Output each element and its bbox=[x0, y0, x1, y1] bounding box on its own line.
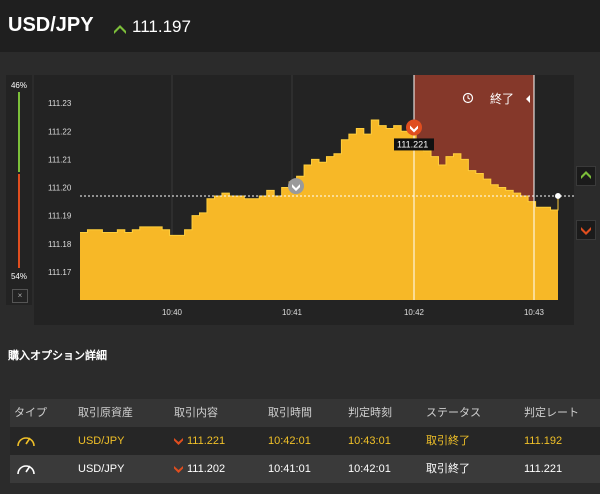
high-percentage: 46% bbox=[10, 81, 27, 90]
chevron-left-icon[interactable] bbox=[526, 95, 530, 103]
judge-time: 10:43:01 bbox=[348, 435, 391, 447]
down-arrow-icon bbox=[174, 466, 183, 474]
up-arrow-icon bbox=[114, 25, 126, 34]
entry: 111.221 bbox=[174, 427, 225, 455]
trade-time: 10:42:01 bbox=[268, 435, 311, 447]
gauge-icon bbox=[16, 455, 36, 494]
y-axis-ticks: 111.17 111.18 111.19 111.20 111.21 111.22 111.… bbox=[48, 99, 72, 277]
header-entry: 取引内容 bbox=[174, 407, 218, 419]
high-button[interactable] bbox=[576, 166, 596, 186]
y-tick-label: 111.22 bbox=[48, 127, 72, 136]
x-axis-ticks: 10:40 10:41 10:42 10:43 bbox=[162, 308, 545, 317]
table-header: タイプ 取引原資産 取引内容 取引時間 判定時刻 ステータス 判定レート bbox=[10, 399, 600, 427]
trade-time: 10:41:01 bbox=[268, 463, 311, 475]
low-button[interactable] bbox=[576, 220, 596, 240]
down-arrow-icon bbox=[581, 227, 591, 235]
up-arrow-icon bbox=[581, 171, 591, 179]
header-judge-rate: 判定レート bbox=[524, 407, 579, 419]
entry-rate: 111.202 bbox=[187, 463, 226, 475]
header-status: ステータス bbox=[426, 407, 481, 419]
down-marker-icon bbox=[288, 178, 304, 195]
status: 取引終了 bbox=[426, 435, 470, 447]
y-tick-label: 111.18 bbox=[48, 240, 72, 249]
clock-history-icon bbox=[462, 92, 474, 104]
close-button[interactable]: × bbox=[12, 289, 28, 303]
judge-time: 10:42:01 bbox=[348, 463, 391, 475]
header-bar: USD/JPY 111.197 bbox=[0, 0, 600, 52]
judge-rate: 111.192 bbox=[524, 435, 563, 447]
header-type: タイプ bbox=[14, 407, 47, 419]
low-sentiment-bar bbox=[18, 174, 20, 268]
asset: USD/JPY bbox=[78, 435, 125, 447]
gauge-icon bbox=[16, 427, 36, 466]
current-rate: 111.197 bbox=[132, 17, 191, 36]
header-asset: 取引原資産 bbox=[78, 407, 133, 419]
x-tick-label: 10:43 bbox=[524, 308, 545, 317]
y-tick-label: 111.21 bbox=[48, 155, 72, 164]
price-chart: 111.17 111.18 111.19 111.20 111.21 111.22 111.… bbox=[34, 75, 574, 325]
entry: 111.202 bbox=[174, 455, 225, 483]
judge-rate: 111.221 bbox=[524, 463, 563, 475]
down-arrow-icon bbox=[174, 438, 183, 446]
y-tick-label: 111.17 bbox=[48, 268, 72, 277]
asset: USD/JPY bbox=[78, 463, 125, 475]
down-marker-icon bbox=[406, 119, 422, 136]
table-row[interactable]: USD/JPY 111.221 10:42:01 10:43:01 取引終了 1… bbox=[10, 427, 600, 455]
status: 取引終了 bbox=[426, 463, 470, 475]
entry-rate: 111.221 bbox=[187, 435, 226, 447]
x-tick-label: 10:42 bbox=[404, 308, 425, 317]
header-time: 取引時間 bbox=[268, 407, 312, 419]
low-percentage: 54% bbox=[10, 272, 27, 281]
x-tick-label: 10:40 bbox=[162, 308, 183, 317]
header-judge-time: 判定時刻 bbox=[348, 407, 392, 419]
pair-title: USD/JPY bbox=[8, 14, 94, 36]
section-title: 購入オプション詳細 bbox=[8, 350, 107, 362]
y-tick-label: 111.23 bbox=[48, 99, 72, 108]
price-line bbox=[80, 119, 559, 236]
y-tick-label: 111.20 bbox=[48, 184, 72, 193]
expired-label: 終了 bbox=[490, 91, 514, 106]
high-sentiment-bar bbox=[18, 92, 20, 172]
sentiment-panel: 46% 54% × bbox=[6, 75, 32, 305]
x-tick-label: 10:41 bbox=[282, 308, 303, 317]
y-tick-label: 111.19 bbox=[48, 212, 72, 221]
table-row[interactable]: USD/JPY 111.202 10:41:01 10:42:01 取引終了 1… bbox=[10, 455, 600, 483]
marker-rate-text: 111.221 bbox=[397, 139, 428, 149]
current-rate-dot bbox=[555, 192, 561, 199]
marker-rate-label: 111.221 bbox=[394, 138, 434, 151]
expired-label-group: 終了 bbox=[462, 91, 530, 106]
